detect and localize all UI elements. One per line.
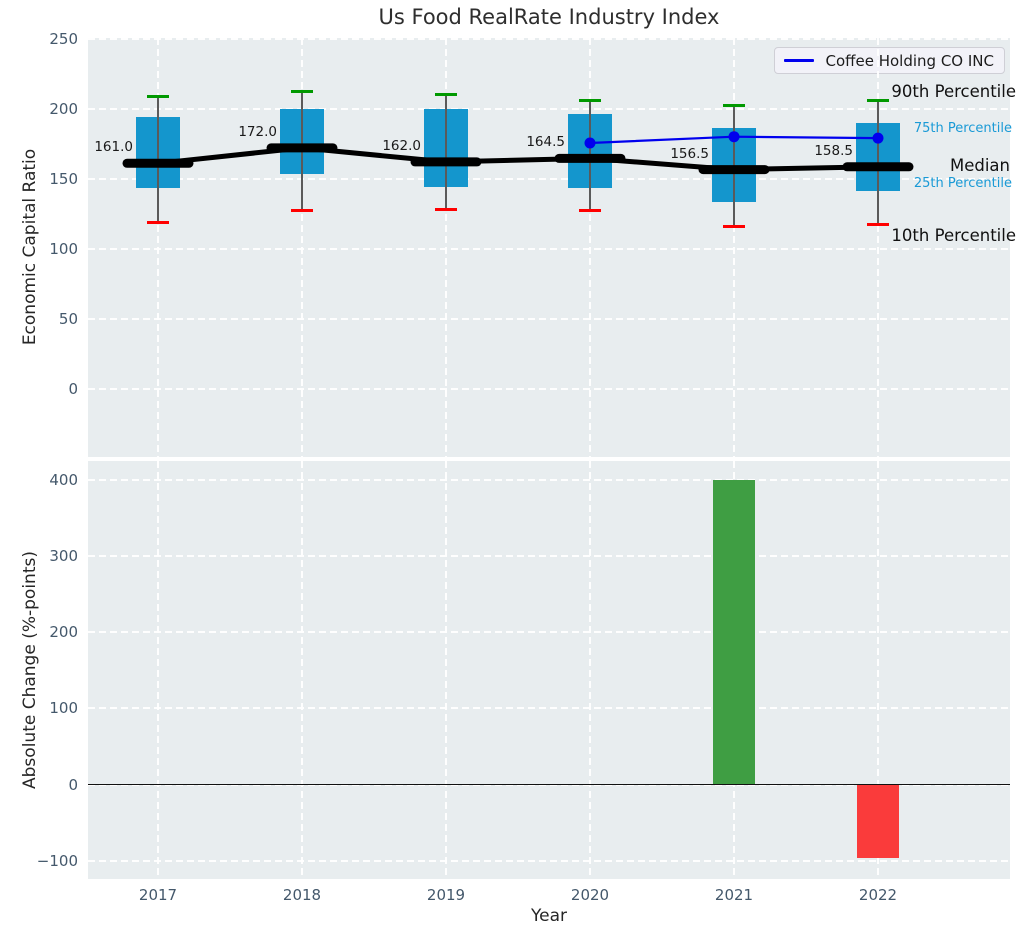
x-axis-label: Year bbox=[531, 906, 567, 926]
v-gridline bbox=[301, 38, 303, 457]
v-gridline bbox=[877, 38, 879, 457]
median-value-label: 172.0 bbox=[238, 123, 277, 140]
h-gridline bbox=[88, 317, 1010, 320]
change-bar-negative bbox=[857, 784, 899, 859]
whisker-line bbox=[445, 94, 447, 210]
company-marker bbox=[872, 132, 884, 144]
v-gridline bbox=[157, 461, 159, 879]
v-gridline bbox=[589, 38, 591, 457]
h-gridline bbox=[88, 107, 1010, 110]
x-tick-label: 2022 bbox=[858, 886, 898, 904]
annotation-90th-percentile: 90th Percentile bbox=[891, 82, 1016, 101]
y-tick-label: 200 bbox=[49, 623, 78, 642]
p90-whisker-cap bbox=[579, 98, 601, 102]
lines-overlay bbox=[122, 131, 914, 175]
v-gridline bbox=[445, 38, 447, 457]
x-tick-label: 2020 bbox=[570, 886, 610, 904]
p10-whisker-cap bbox=[147, 220, 169, 224]
h-gridline bbox=[88, 247, 1010, 250]
y-tick-label: 400 bbox=[49, 470, 78, 489]
median-line bbox=[157, 145, 879, 173]
y-tick-label: 300 bbox=[49, 546, 78, 565]
p10-whisker-cap bbox=[723, 224, 745, 228]
p10-whisker-cap bbox=[579, 209, 601, 213]
p90-whisker-cap bbox=[291, 90, 313, 94]
legend-label: Coffee Holding CO INC bbox=[825, 51, 995, 70]
y-tick-label: 250 bbox=[49, 29, 78, 48]
p90-whisker-cap bbox=[147, 94, 169, 98]
x-tick-label: 2017 bbox=[138, 886, 178, 904]
change-bar-positive bbox=[713, 480, 755, 785]
top-plot-area: Coffee Holding CO INC 161.0 172.0 162.0 164… bbox=[88, 37, 1010, 457]
company-marker bbox=[728, 131, 740, 143]
chart-title: Us Food RealRate Industry Index bbox=[378, 5, 720, 29]
y-tick-label: 0 bbox=[68, 775, 78, 794]
p10-whisker-cap bbox=[867, 223, 889, 227]
legend-line-swatch bbox=[783, 59, 814, 62]
median-value-label: 162.0 bbox=[382, 137, 421, 154]
y-tick-label: 200 bbox=[49, 99, 78, 118]
zero-baseline bbox=[88, 783, 1010, 786]
x-tick-label: 2018 bbox=[282, 886, 322, 904]
p10-whisker-cap bbox=[291, 209, 313, 213]
h-gridline bbox=[88, 554, 1010, 557]
y-tick-label: 100 bbox=[49, 239, 78, 258]
h-gridline bbox=[88, 707, 1010, 710]
v-gridline bbox=[877, 461, 879, 879]
h-gridline bbox=[88, 859, 1010, 862]
h-gridline bbox=[88, 631, 1010, 634]
annotation-median: Median bbox=[949, 156, 1010, 175]
median-value-label: 156.5 bbox=[670, 145, 709, 162]
median-value-label: 164.5 bbox=[526, 134, 565, 151]
annotation-25th-percentile: 25th Percentile bbox=[913, 176, 1012, 191]
v-gridline bbox=[589, 461, 591, 879]
company-marker bbox=[584, 137, 596, 149]
p90-whisker-cap bbox=[435, 93, 457, 97]
p10-whisker-cap bbox=[435, 208, 457, 211]
h-gridline bbox=[88, 478, 1010, 481]
y-axis-label-bottom: Absolute Change (%-points) bbox=[20, 551, 40, 789]
y-tick-label: 150 bbox=[49, 169, 78, 188]
p90-whisker-cap bbox=[723, 104, 745, 108]
v-gridline bbox=[157, 38, 159, 457]
y-tick-label: 50 bbox=[58, 309, 78, 328]
v-gridline bbox=[301, 461, 303, 879]
h-gridline bbox=[88, 37, 1010, 40]
h-gridline bbox=[88, 387, 1010, 390]
annotation-10th-percentile: 10th Percentile bbox=[891, 226, 1016, 245]
p90-whisker-cap bbox=[867, 98, 889, 102]
y-tick-label: 100 bbox=[49, 699, 78, 718]
y-tick-label: −100 bbox=[36, 851, 78, 870]
v-gridline bbox=[733, 38, 735, 457]
v-gridline bbox=[445, 461, 447, 879]
bottom-plot-area bbox=[88, 461, 1010, 879]
y-tick-label: 0 bbox=[68, 379, 78, 398]
median-value-label: 161.0 bbox=[94, 139, 133, 156]
legend: Coffee Holding CO INC bbox=[773, 47, 1005, 74]
h-gridline bbox=[88, 177, 1010, 180]
x-tick-label: 2021 bbox=[714, 886, 754, 904]
x-tick-label: 2019 bbox=[426, 886, 466, 904]
median-value-label: 158.5 bbox=[814, 142, 853, 159]
annotation-75th-percentile: 75th Percentile bbox=[913, 121, 1012, 136]
